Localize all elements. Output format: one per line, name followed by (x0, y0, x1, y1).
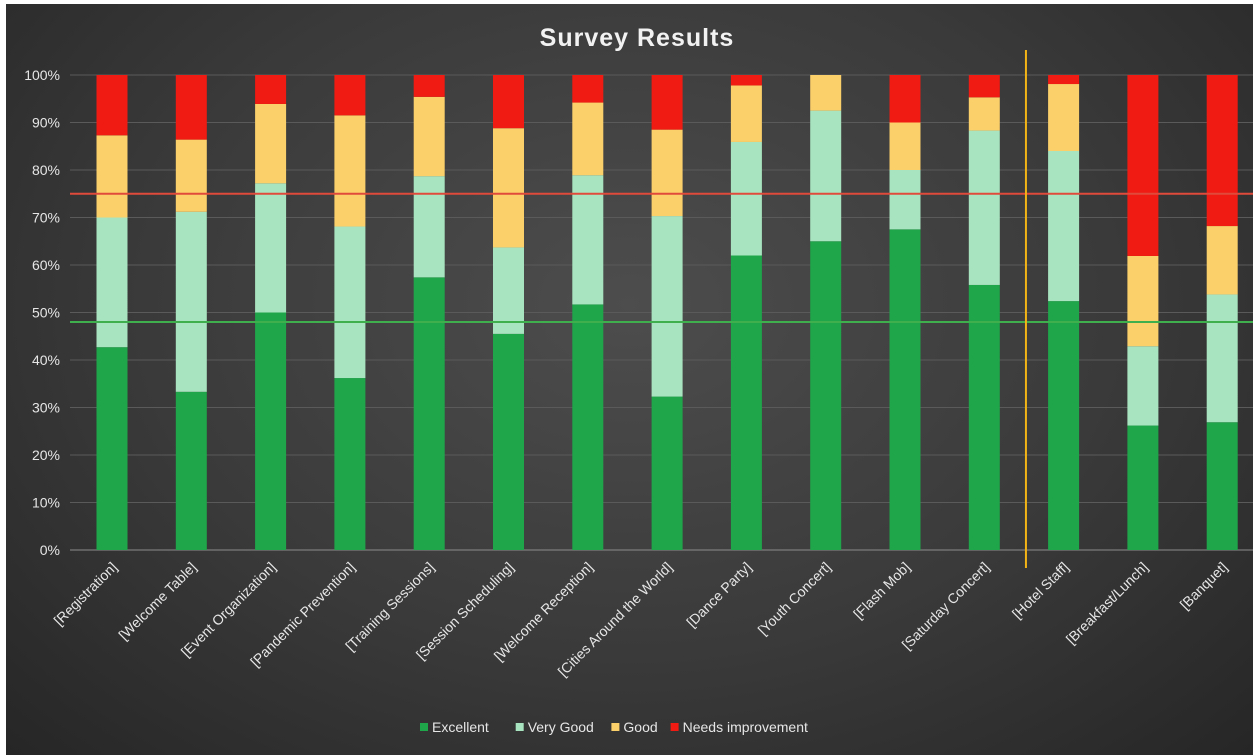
bar-segment-excellent (334, 378, 366, 550)
bar-segment-excellent (968, 284, 1000, 550)
bar-segment-needs-improvement (968, 75, 1000, 98)
y-tick-label: 10% (32, 495, 60, 511)
bar-segment-excellent (1206, 422, 1238, 550)
bar-segment-needs-improvement (413, 75, 445, 97)
bar-segment-good (493, 128, 524, 248)
bar-segment-very-good (413, 176, 445, 278)
bar-segment-excellent (730, 255, 762, 550)
bar-segment-very-good (96, 217, 128, 348)
bar-segment-good (413, 96, 445, 177)
bar-segment-needs-improvement (572, 75, 604, 103)
bar-segment-needs-improvement (889, 75, 921, 123)
y-tick-label: 20% (32, 447, 60, 463)
bar-segment-very-good (1127, 346, 1159, 426)
x-category-label: [Hotel Staff] (1009, 559, 1072, 622)
y-tick-label: 40% (32, 352, 60, 368)
bar-segment-excellent (493, 333, 524, 550)
bar-segment-needs-improvement (493, 75, 524, 129)
bar-segment-needs-improvement (730, 75, 762, 86)
x-category-label: [Banquet] (1177, 559, 1231, 613)
bar-segment-good (968, 97, 1000, 131)
bar-segment-good (730, 85, 762, 142)
x-category-label: [Breakfast/Lunch] (1063, 559, 1151, 647)
bar-segment-good (334, 115, 366, 227)
bar-segment-good (810, 75, 842, 111)
x-category-label: [Saturday Concert] (899, 559, 993, 653)
reference-lines (70, 50, 1253, 568)
bar-segment-needs-improvement (334, 75, 366, 116)
y-tick-label: 60% (32, 257, 60, 273)
bar-segment-excellent (175, 391, 207, 550)
y-tick-label: 80% (32, 162, 60, 178)
bar-segment-needs-improvement (1127, 75, 1159, 256)
y-axis-ticks: 0% 10% 20% 30% 40% 50% 60% 70% 80% 90% 100% (24, 67, 60, 558)
x-category-label: [Flash Mob] (850, 559, 913, 622)
legend-swatch (611, 723, 620, 731)
bar-segment-excellent (1048, 301, 1080, 550)
bar-segment-good (889, 122, 921, 170)
legend-label: Excellent (432, 719, 489, 735)
bar-segment-very-good (1206, 294, 1238, 423)
bar-segment-needs-improvement (651, 75, 683, 130)
bar-segment-excellent (651, 396, 683, 550)
x-category-label: [Welcome Table] (115, 559, 199, 643)
y-tick-label: 90% (32, 115, 60, 131)
bar-segment-good (1206, 226, 1238, 295)
legend: Excellent Very Good Good Needs improvement (420, 719, 808, 735)
legend-label: Good (623, 719, 657, 735)
bars (96, 75, 1238, 550)
bar-segment-very-good (572, 175, 604, 305)
x-category-label: [Dance Party] (683, 559, 754, 630)
bar-segment-excellent (810, 241, 842, 550)
bar-segment-needs-improvement (175, 75, 207, 140)
x-category-label: [Registration] (50, 559, 120, 629)
x-category-label: [Youth Concert] (755, 559, 834, 638)
bar-segment-excellent (96, 347, 128, 550)
legend-swatch (515, 723, 524, 731)
legend-label: Very Good (528, 719, 594, 735)
bar-segment-needs-improvement (1206, 75, 1238, 227)
bar-segment-very-good (968, 130, 1000, 285)
x-axis-categories: [Registration][Welcome Table][Event Orga… (50, 559, 1230, 680)
bar-segment-excellent (1127, 425, 1159, 550)
bar-segment-needs-improvement (1048, 75, 1080, 85)
bar-segment-good (572, 102, 604, 176)
bar-segment-very-good (1048, 151, 1080, 302)
chart-title: Survey Results (540, 24, 735, 52)
bar-segment-very-good (175, 211, 207, 392)
bar-segment-good (175, 139, 207, 212)
bar-segment-excellent (889, 229, 921, 550)
y-tick-label: 0% (40, 542, 60, 558)
y-tick-label: 30% (32, 400, 60, 416)
bar-segment-good (96, 135, 128, 218)
bar-segment-very-good (730, 141, 762, 256)
legend-swatch (420, 723, 428, 731)
bar-segment-very-good (810, 110, 842, 242)
bar-segment-excellent (572, 304, 604, 550)
bar-segment-good (1127, 255, 1159, 347)
legend-label: Needs improvement (683, 719, 808, 735)
y-tick-label: 50% (32, 305, 60, 321)
legend-swatch (670, 723, 679, 731)
bar-segment-very-good (255, 183, 287, 313)
bar-segment-very-good (334, 226, 366, 379)
bar-segment-very-good (651, 216, 683, 397)
y-tick-label: 70% (32, 210, 60, 226)
chart-background (6, 4, 1253, 755)
bar-segment-good (1048, 84, 1080, 151)
bar-segment-needs-improvement (96, 75, 128, 136)
bar-segment-good (651, 129, 683, 217)
bar-segment-needs-improvement (255, 75, 287, 104)
bar-segment-excellent (413, 277, 445, 550)
bar-segment-good (255, 103, 287, 184)
y-tick-label: 100% (24, 67, 60, 83)
bar-segment-excellent (255, 312, 287, 550)
bar-segment-very-good (889, 170, 921, 230)
bar-segment-very-good (493, 247, 524, 334)
